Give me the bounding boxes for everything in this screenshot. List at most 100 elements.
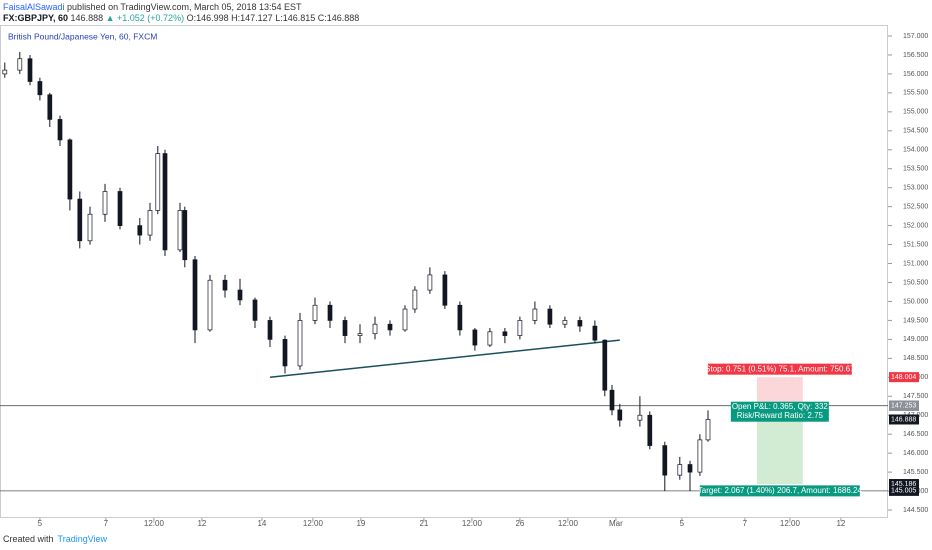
candle-body [37, 81, 43, 96]
candle-body [147, 210, 153, 236]
y-tick-label: 153.000 [903, 185, 928, 192]
price-label-box [889, 372, 919, 383]
price-label-box [889, 485, 919, 496]
stop-label-box [707, 363, 852, 375]
x-tick-label: 12 [197, 519, 206, 528]
candle-body [387, 323, 393, 331]
symbol: FX:GBPJPY, 60 [3, 13, 69, 23]
candle-body [282, 339, 288, 367]
candle-body [562, 320, 568, 325]
info-box [730, 401, 829, 422]
ohlc: L:146.815 [275, 13, 316, 23]
candle-body [57, 119, 63, 141]
y-tick-label: 155.000 [903, 109, 928, 116]
candle-body [77, 198, 83, 242]
y-tick-label: 154.000 [903, 147, 928, 154]
y-tick-label: 152.000 [903, 222, 928, 229]
candle-body [207, 279, 213, 331]
x-tick-label: 7 [743, 519, 748, 528]
candle-body [592, 325, 598, 341]
candle-body [182, 210, 188, 261]
candle-body [67, 139, 73, 200]
ohlc: C:146.888 [317, 13, 360, 23]
price-label: 148.004 [891, 374, 916, 381]
x-tick-label: 14 [257, 519, 266, 528]
y-tick-label: 154.500 [903, 128, 928, 135]
x-tick-label: 12:00 [462, 519, 483, 528]
candle-body [617, 409, 623, 421]
y-tick-label: 144.500 [903, 507, 928, 514]
candle-body [647, 414, 653, 446]
candle-body [697, 439, 703, 473]
candle-body [502, 331, 508, 336]
candle-body [547, 308, 553, 325]
candle-body [87, 213, 93, 242]
candle-body [327, 304, 333, 321]
candle-body [705, 419, 711, 441]
trend-line [269, 339, 620, 379]
y-tick-label: 146.000 [903, 450, 928, 457]
candle-body [677, 464, 683, 476]
candle-body [177, 210, 183, 251]
x-tick-label: 7 [104, 519, 109, 528]
candle-body [662, 445, 668, 476]
x-tick-label: Mar [609, 519, 623, 528]
header: FaisalAlSawadi published on TradingView.… [3, 2, 359, 24]
info-label: Risk/Reward Ratio: 2.75 [737, 411, 824, 420]
stop-zone [756, 377, 803, 406]
price-label: 145.005 [891, 488, 916, 495]
y-tick-label: 150.500 [903, 279, 928, 286]
candle-body [517, 320, 523, 336]
candle-body [237, 289, 243, 301]
price-label: 145.186 [891, 481, 916, 488]
info-label: Open P&L: 0.365, Qty: 332 [732, 402, 829, 411]
y-tick-label: 156.500 [903, 52, 928, 59]
x-tick-label: 12:00 [303, 519, 324, 528]
price-label: 147.253 [891, 402, 916, 409]
chart-title: British Pound/Japanese Yen, 60, FXCM [8, 31, 157, 41]
price-label: 146.888 [891, 416, 916, 423]
candle-body [609, 389, 615, 411]
candle-body [412, 289, 418, 310]
ohlc: H:147.127 [231, 13, 273, 23]
candle-body [252, 299, 258, 321]
created: Created with [3, 534, 54, 544]
footer: Created with TradingView [3, 534, 107, 544]
symbol-line: FX:GBPJPY, 60 146.888 ▲ +1.052 (+0.72%) … [3, 13, 359, 24]
candle-body [457, 304, 463, 331]
target-label: Target: 2.067 (1.40%) 206.7, Amount: 168… [698, 486, 863, 495]
x-tick-label: 21 [419, 519, 428, 528]
target-label-box [699, 485, 860, 497]
author[interactable]: FaisalAlSawadi [3, 2, 65, 12]
x-tick-label: 12:00 [558, 519, 579, 528]
last: 146.888 [70, 13, 104, 23]
y-tick-label: 149.000 [903, 336, 928, 343]
candle-body [47, 94, 53, 120]
candle-body [222, 279, 228, 291]
candle-body [192, 259, 198, 331]
x-tick-label: 12:00 [144, 519, 165, 528]
brand[interactable]: TradingView [57, 534, 108, 544]
y-tick-label: 151.500 [903, 241, 928, 248]
candle-body [137, 225, 143, 236]
x-tick-label: 5 [680, 519, 685, 528]
y-tick-label: 150.000 [903, 298, 928, 305]
candle-body [577, 320, 583, 327]
y-tick-label: 155.500 [903, 90, 928, 97]
candle-body [102, 191, 108, 215]
candle-body [155, 153, 161, 211]
y-tick-label: 145.500 [903, 469, 928, 476]
candle-body [117, 191, 123, 226]
y-tick-label: 153.500 [903, 166, 928, 173]
publish-line: FaisalAlSawadi published on TradingView.… [3, 2, 359, 13]
candle-body [602, 339, 608, 391]
candle-body [487, 331, 493, 346]
y-tick-label: 147.500 [903, 393, 928, 400]
y-tick-label: 152.500 [903, 203, 928, 210]
y-tick-label: 148.500 [903, 355, 928, 362]
plot-frame [0, 25, 888, 518]
y-tick-label: 157.000 [903, 33, 928, 40]
candle-body [687, 464, 693, 473]
candle-body [267, 320, 273, 340]
